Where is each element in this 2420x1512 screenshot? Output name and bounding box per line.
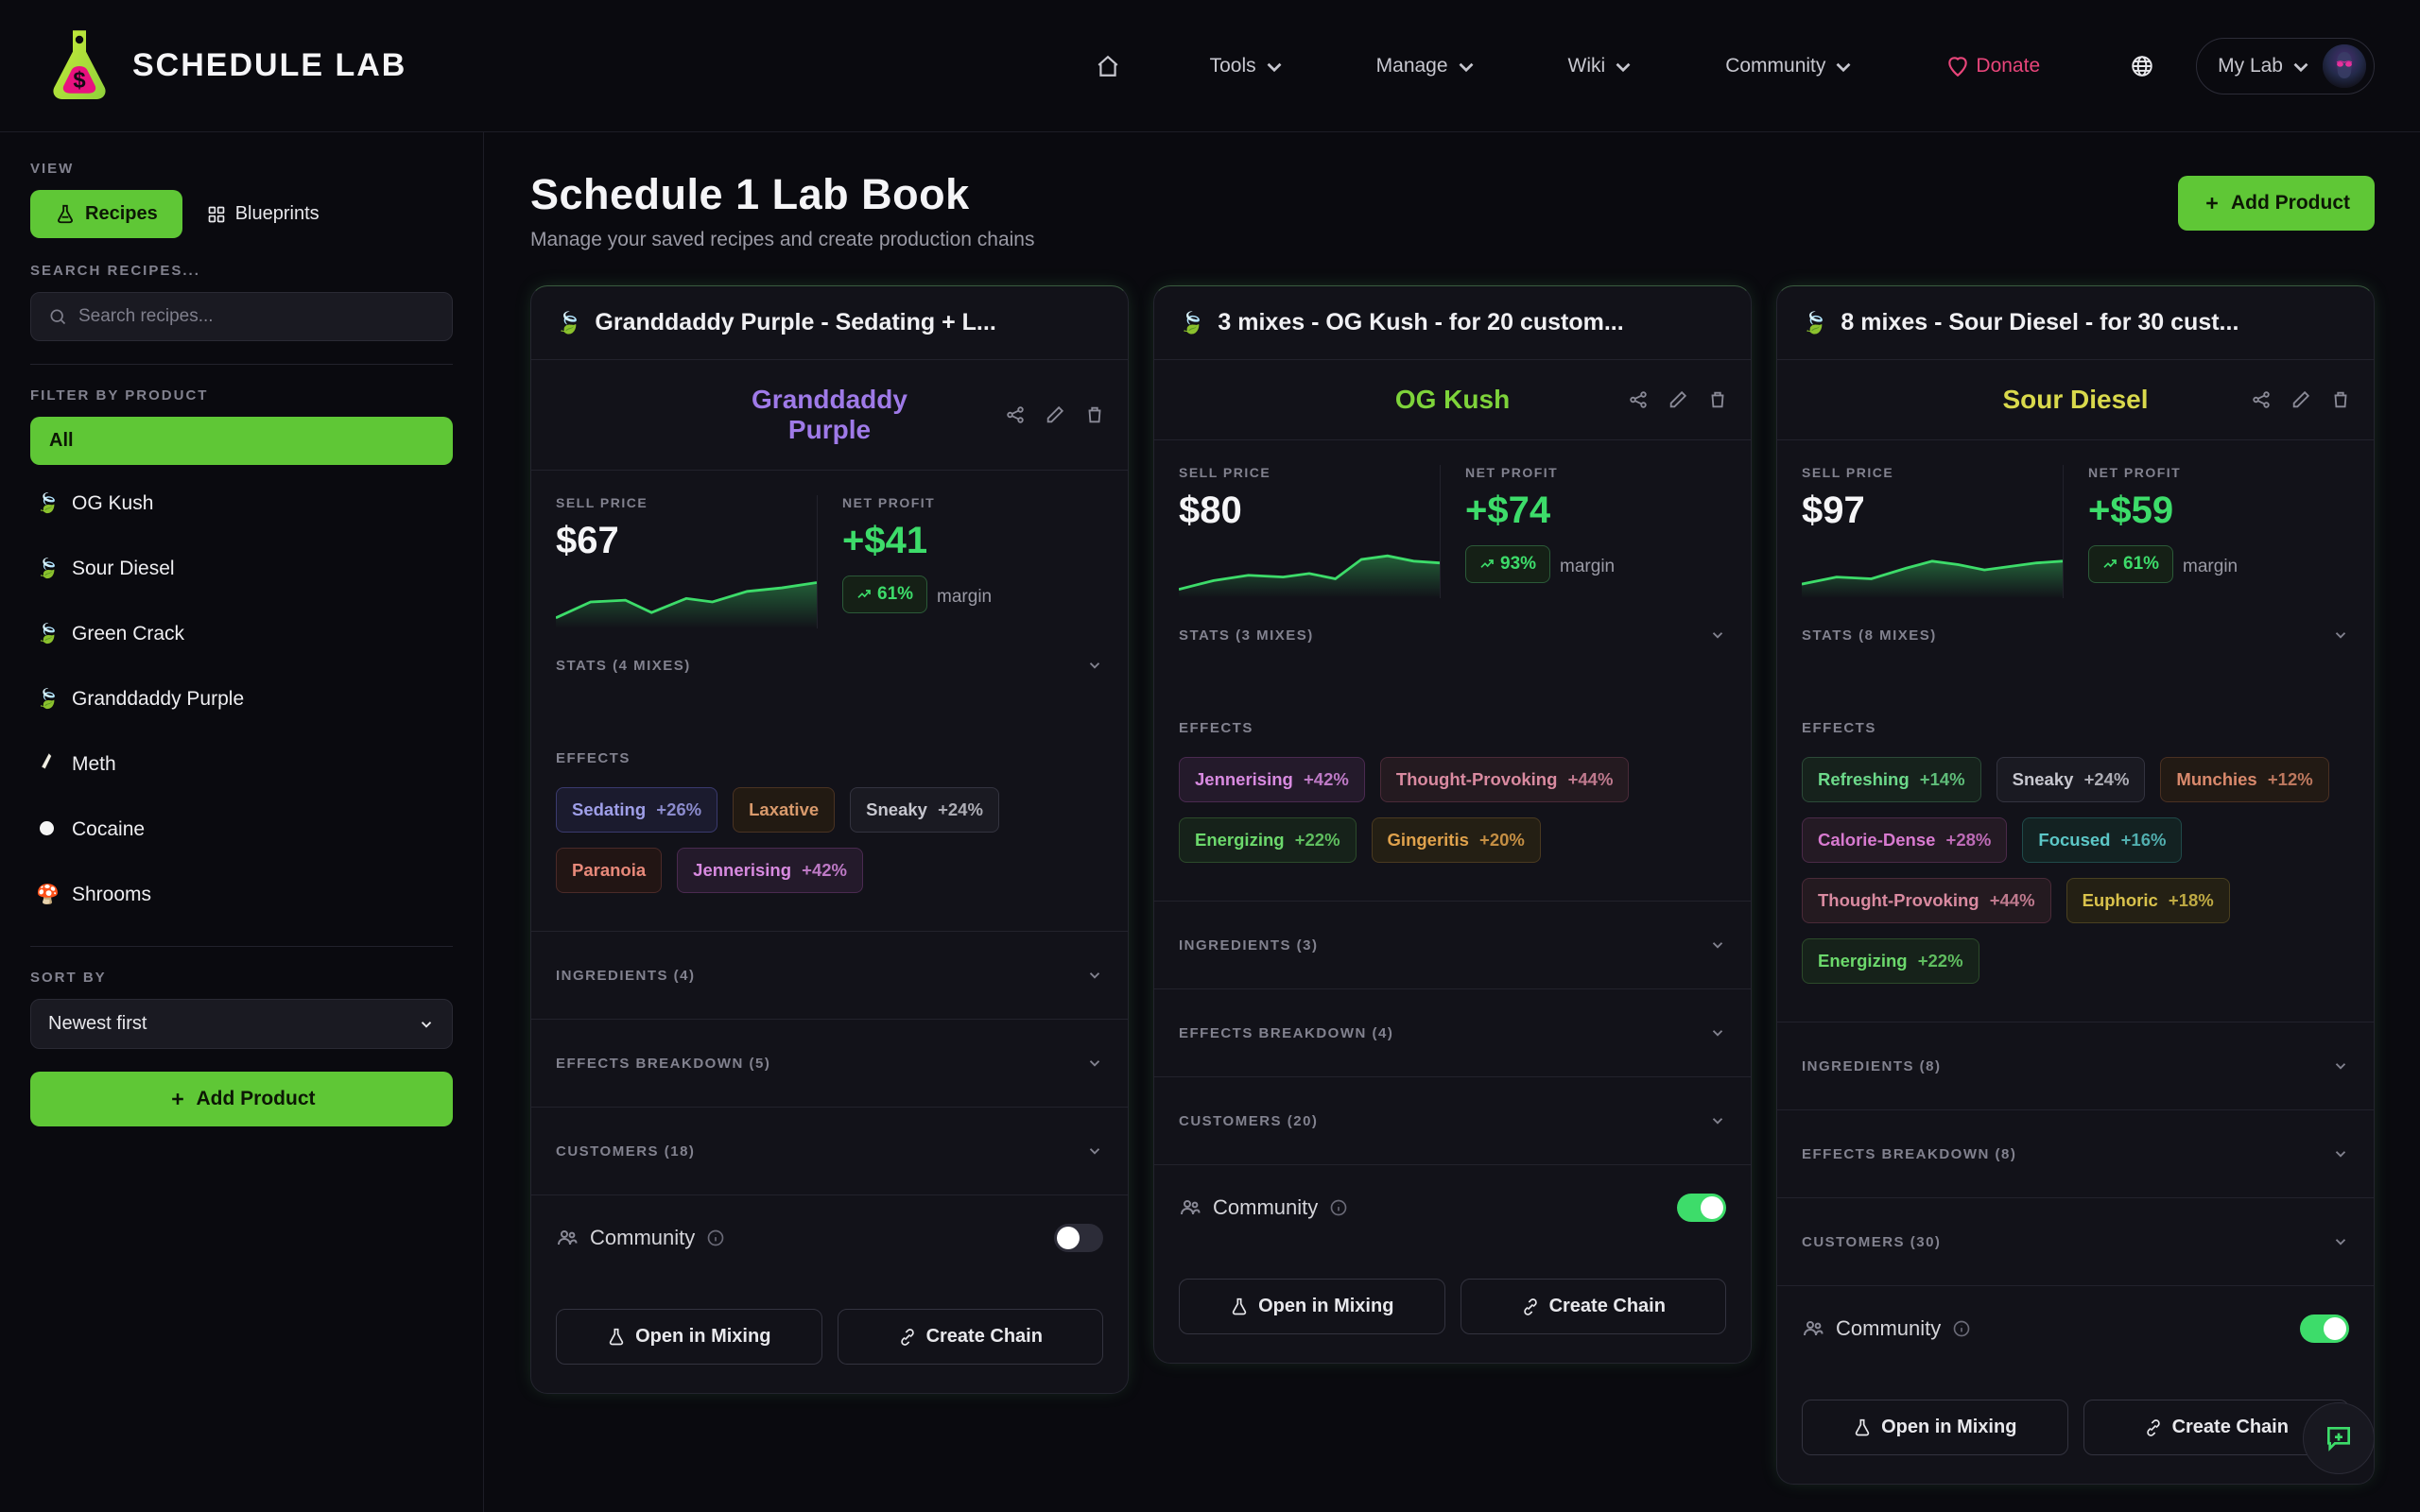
svg-text:$: $ [73,67,85,93]
